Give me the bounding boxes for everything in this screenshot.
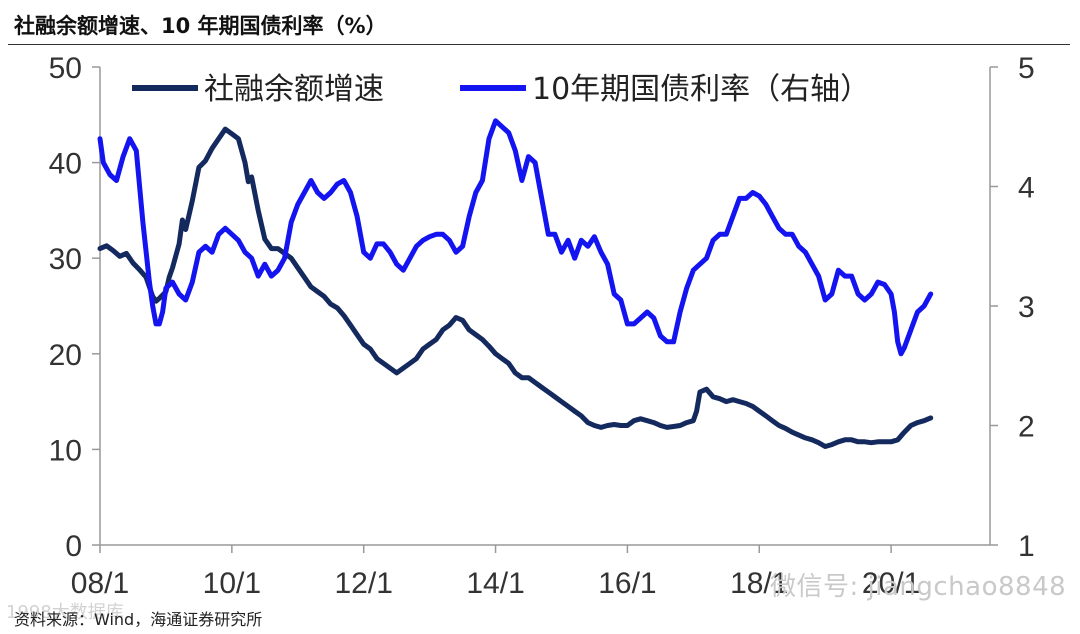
right-tick-label: 5 [1018,52,1035,85]
source-note: 资料来源：Wind，海通证券研究所 [14,610,263,629]
x-tick-label: 10/1 [203,567,261,600]
x-tick-label: 08/1 [71,567,129,600]
left-tick-label: 30 [49,243,82,276]
left-tick-label: 0 [65,530,82,563]
left-tick-label: 40 [49,148,82,181]
x-tick-label: 20/1 [862,567,920,600]
left-tick-label: 20 [49,339,82,372]
series-line-bond-yield [97,118,934,357]
right-tick-label: 3 [1018,291,1035,324]
legend-item-tsf-growth-label: 社融余额增速 [204,72,384,107]
x-axis-ticks: 08/1 10/1 12/1 14/1 16/1 18/1 20/1 [71,545,920,600]
right-tick-label: 2 [1018,411,1035,444]
left-tick-label: 10 [49,434,82,467]
chart-axes [99,67,991,546]
title-divider [8,44,1070,45]
x-tick-label: 12/1 [335,567,393,600]
watermark-left-text: 1998大数据库 [6,602,124,623]
series-lines [97,118,934,449]
left-axis-ticks: 0 10 20 30 40 50 [49,52,100,563]
chart-title: 社融余额增速、10 年期国债利率（%） [14,14,387,38]
watermark-text: 微信号: jiangchao8848 [770,572,1067,602]
right-tick-label: 1 [1018,530,1035,563]
right-tick-label: 4 [1018,172,1035,205]
x-tick-label: 16/1 [598,567,656,600]
x-tick-label: 14/1 [466,567,524,600]
series-line-tsf-growth [97,126,934,449]
legend-item-bond-yield-label: 10年期国债利率（右轴） [532,72,870,107]
left-tick-label: 50 [49,52,82,85]
line-chart: 0 10 20 30 40 50 1 2 3 4 5 08/1 10/1 12/1 14/1 16/1 18… [49,52,1035,600]
right-axis-ticks: 1 2 3 4 5 [990,52,1035,563]
legend: 社融余额增速 10年期国债利率（右轴） [132,72,870,107]
x-tick-label: 18/1 [730,567,788,600]
